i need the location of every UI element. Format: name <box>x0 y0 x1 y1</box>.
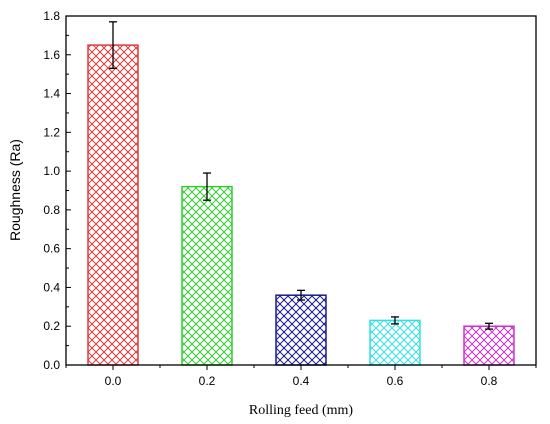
y-tick-label: 0.8 <box>43 203 60 217</box>
x-tick-label: 0.6 <box>387 374 404 388</box>
bar-0.8 <box>463 325 515 366</box>
error-bar-0.2 <box>203 172 211 201</box>
error-bar-0.8 <box>485 322 493 330</box>
y-axis: 0.0 0.2 0.4 0.6 0.8 1.0 1.2 1.4 1.6 1.8 <box>43 9 71 372</box>
error-bar-0.6 <box>391 316 399 325</box>
y-tick-label: 0.0 <box>43 358 60 372</box>
y-tick-label: 1.4 <box>43 87 60 101</box>
x-tick-label: 0.4 <box>293 374 310 388</box>
y-tick-label: 1.0 <box>43 164 60 178</box>
x-tick-label: 0.2 <box>199 374 216 388</box>
x-tick-label: 0.0 <box>105 374 122 388</box>
x-axis-label: Rolling feed (mm) <box>249 403 354 418</box>
y-tick-label: 0.6 <box>43 242 60 256</box>
y-tick-label: 1.6 <box>43 48 60 62</box>
y-tick-label: 0.2 <box>43 319 60 333</box>
bar-0.6 <box>369 319 421 366</box>
error-bar-0.4 <box>297 289 305 301</box>
y-tick-label: 1.2 <box>43 125 60 139</box>
x-axis: 0.0 0.2 0.4 0.6 0.8 <box>65 365 537 388</box>
error-bar-0.0 <box>109 21 117 69</box>
y-axis-label: Roughness (Ra) <box>7 139 23 241</box>
bar-0.2 <box>181 185 233 366</box>
bar-0.0 <box>87 44 139 366</box>
y-tick-label: 1.8 <box>43 9 60 23</box>
x-tick-label: 0.8 <box>481 374 498 388</box>
y-tick-label: 0.4 <box>43 280 60 294</box>
bar-0.4 <box>275 294 327 366</box>
plot-area <box>87 21 515 366</box>
